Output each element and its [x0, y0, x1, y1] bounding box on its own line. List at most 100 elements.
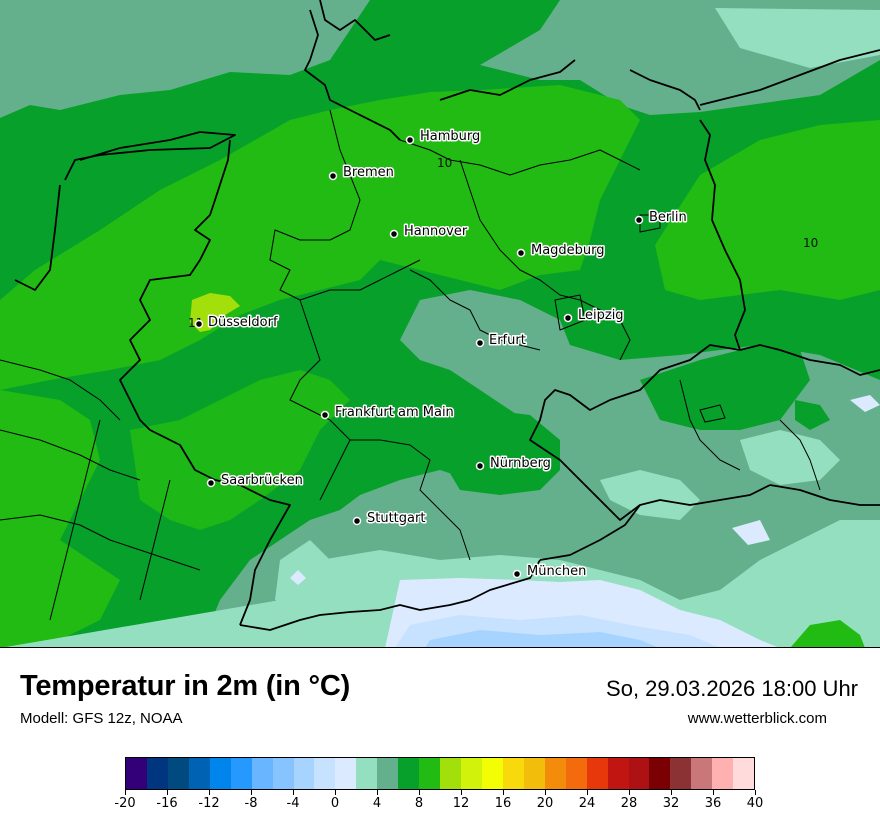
map-title: Temperatur in 2m (in °C): [20, 670, 351, 702]
map-svg: 10 10 11 Hamburg Bremen Hannover Berlin …: [0, 0, 880, 647]
city-duesseldorf[interactable]: Düsseldorf: [194, 314, 279, 332]
city-saarbruecken[interactable]: Saarbrücken: [206, 472, 304, 490]
state-borders: [0, 109, 821, 621]
colorbar-tick: [713, 790, 714, 795]
city-stuttgart[interactable]: Stuttgart: [352, 510, 427, 528]
colorbar-bin: [251, 758, 273, 789]
city-dot-icon: [516, 248, 526, 258]
colorbar-tick: [251, 790, 252, 795]
colorbar-bin: [419, 758, 441, 789]
field-4-6-northsea: [0, 0, 370, 118]
city-label: Nürnberg: [490, 456, 551, 471]
city-bremen[interactable]: Bremen: [328, 164, 395, 182]
colorbar-tick-label: 28: [620, 796, 638, 811]
colorbar-ticks: -20 -16 -12 -8 -4 0 4 8 12 16 20 24 28 32 36 40: [114, 790, 763, 820]
colorbar-bin: [167, 758, 189, 789]
field-m4-m2-alps: [425, 630, 658, 647]
field-2-4-baltic: [715, 8, 880, 68]
colorbar-bin: [314, 758, 336, 789]
field-8-10-east: [655, 120, 880, 300]
city-dot-icon: [563, 313, 573, 323]
colorbar-tick: [167, 790, 168, 795]
colorbar-bin: [565, 758, 587, 789]
city-label: Hamburg: [420, 129, 480, 144]
city-dot-icon: [320, 410, 330, 420]
city-markers: Hamburg Bremen Hannover Berlin Magdeburg…: [194, 128, 688, 581]
city-magdeburg[interactable]: Magdeburg: [516, 242, 606, 260]
colorbar-tick: [377, 790, 378, 795]
field-8-10-west: [0, 390, 120, 647]
city-dot-icon: [352, 516, 362, 526]
colorbar-bin: [272, 758, 294, 789]
website-link[interactable]: www.wetterblick.com: [687, 710, 827, 727]
colorbar-tick-label: -20: [114, 796, 136, 811]
colorbar-bin: [356, 758, 378, 789]
field-8-10-southeast: [790, 620, 865, 647]
colorbar-bin: [691, 758, 713, 789]
field-6-8-nuernberg: [445, 410, 560, 495]
colorbar-bin: [628, 758, 650, 789]
colorbar-tick-label: -4: [286, 796, 300, 811]
colorbar-tick-label: 32: [662, 796, 680, 811]
colorbar-tick: [335, 790, 336, 795]
field-0-2-spot3: [850, 395, 880, 412]
city-label: Stuttgart: [367, 511, 425, 526]
colorbar-tick: [419, 790, 420, 795]
colorbar-tick-label: 8: [414, 796, 424, 811]
city-dot-icon: [475, 461, 485, 471]
city-erfurt[interactable]: Erfurt: [475, 332, 527, 350]
field-8-10-north: [0, 85, 640, 390]
colorbar-tick-label: 16: [494, 796, 512, 811]
model-info: Modell: GFS 12z, NOAA: [20, 710, 183, 727]
city-label: Erfurt: [489, 333, 526, 348]
colorbar-bin: [377, 758, 399, 789]
colorbar-bin: [607, 758, 629, 789]
field-0-2-spot2: [732, 520, 770, 545]
city-label: München: [527, 564, 586, 579]
city-hannover[interactable]: Hannover: [389, 223, 469, 241]
city-label: Magdeburg: [531, 243, 605, 258]
city-label: Berlin: [649, 210, 687, 225]
colorbar-tick-label: 12: [452, 796, 470, 811]
colorbar-bin: [146, 758, 168, 789]
city-dot-icon: [405, 135, 415, 145]
colorbar-tick-label: -16: [156, 796, 178, 811]
colorbar-tick-label: 24: [578, 796, 596, 811]
colorbar-tick-label: -8: [244, 796, 258, 811]
colorbar-bin: [461, 758, 482, 789]
colorbar-tick: [209, 790, 210, 795]
city-dot-icon: [194, 319, 204, 329]
city-berlin[interactable]: Berlin: [634, 209, 688, 227]
colorbar-bin: [502, 758, 524, 789]
temperature-map: 10 10 11 Hamburg Bremen Hannover Berlin …: [0, 0, 880, 648]
colorbar-bin: [544, 758, 566, 789]
city-label: Bremen: [343, 165, 394, 180]
colorbar-tick: [755, 790, 756, 795]
contour-label: 10: [803, 236, 818, 250]
city-frankfurt[interactable]: Frankfurt am Main: [320, 404, 455, 422]
city-dot-icon: [389, 229, 399, 239]
city-nuernberg[interactable]: Nürnberg: [475, 455, 552, 473]
field-2-4-moravia: [740, 430, 840, 485]
colorbar-tick: [125, 790, 126, 795]
city-hamburg[interactable]: Hamburg: [405, 128, 482, 146]
city-dot-icon: [206, 478, 216, 488]
colorbar-tick: [629, 790, 630, 795]
city-dot-icon: [475, 338, 485, 348]
colorbar-tick-label: 40: [746, 796, 764, 811]
colorbar-bin: [649, 758, 671, 789]
colorbar-bin: [586, 758, 608, 789]
city-leipzig[interactable]: Leipzig: [563, 307, 625, 325]
colorbar-bin: [712, 758, 734, 789]
city-dot-icon: [328, 171, 338, 181]
city-muenchen[interactable]: München: [512, 563, 588, 581]
national-borders: [14, 0, 880, 631]
colorbar-bin: [440, 758, 461, 789]
colorbar-tick-label: 36: [704, 796, 722, 811]
colorbar-bin: [481, 758, 503, 789]
colorbar: [125, 757, 755, 790]
city-label: Frankfurt am Main: [335, 405, 454, 420]
colorbar-tick: [587, 790, 588, 795]
city-dot-icon: [634, 215, 644, 225]
field-6-8-czech: [640, 345, 810, 430]
